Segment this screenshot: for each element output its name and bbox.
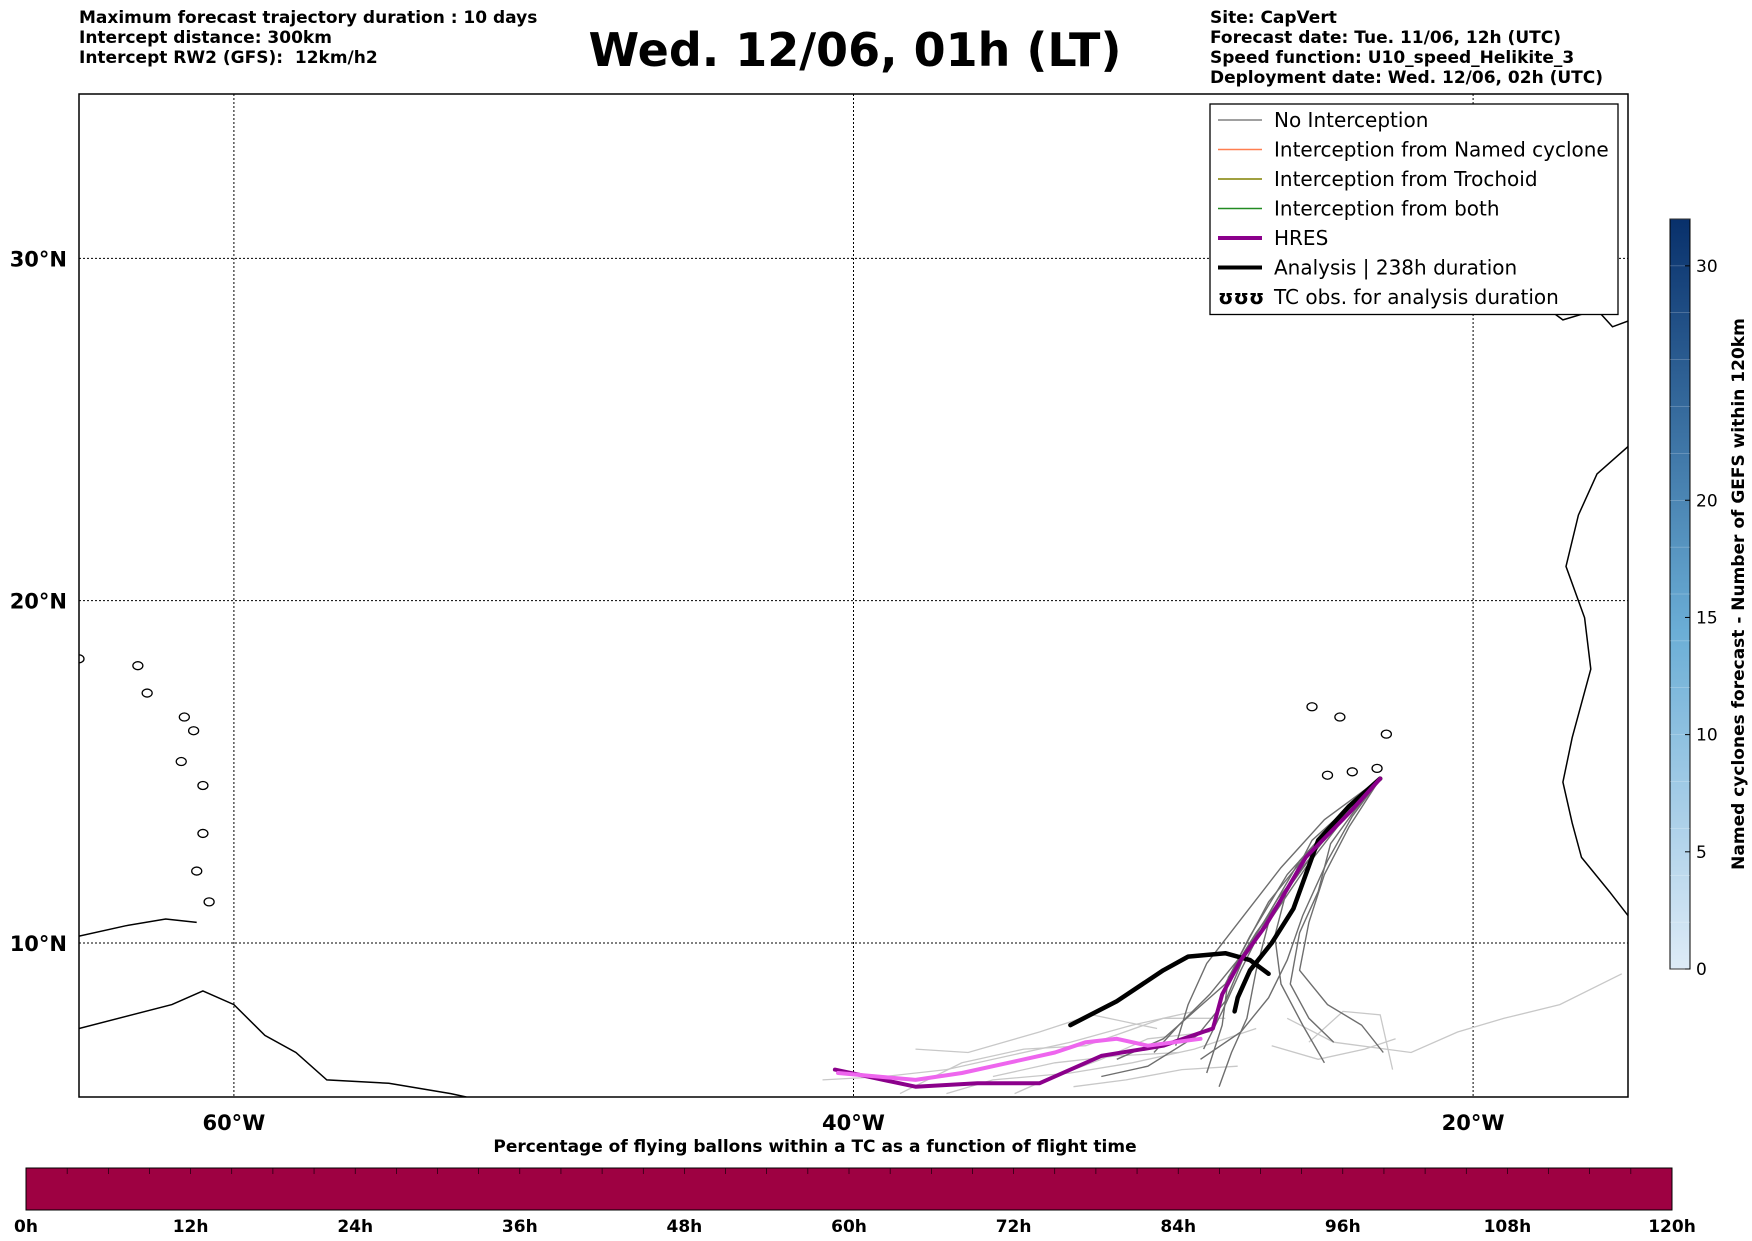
colorbar-tick-label: 0 xyxy=(1696,960,1707,980)
header-right-line: Speed function: U10_speed_Helikite_3 xyxy=(1210,48,1575,68)
lon-tick-label: 20°W xyxy=(1442,1111,1505,1135)
legend-entry-label: HRES xyxy=(1274,226,1328,250)
island-outline xyxy=(141,688,153,698)
ensemble-trajectory-light xyxy=(915,1014,1158,1054)
legend-box xyxy=(1209,103,1619,316)
ensemble-trajectory xyxy=(1289,778,1381,1043)
map-gridlines xyxy=(79,94,1628,1097)
island-outline xyxy=(203,897,215,907)
legend-entry-label: Interception from both xyxy=(1274,197,1500,221)
island-outline xyxy=(1321,770,1334,780)
ensemble-trajectory-light xyxy=(1286,973,1623,1054)
header-left-line: Maximum forecast trajectory duration : 1… xyxy=(79,8,538,28)
legend-entry-label: Interception from Named cyclone xyxy=(1274,138,1609,162)
axis-ticks: 60°W 40°W 20°W 30°N 20°N 10°N xyxy=(10,247,1505,1135)
lat-tick-label: 30°N xyxy=(10,247,67,271)
island-outline xyxy=(1334,712,1346,722)
legend-entry-label: Analysis | 238h duration xyxy=(1274,256,1517,280)
island-outline xyxy=(79,654,85,664)
coastline-americas xyxy=(79,990,467,1097)
colorbar-bottom-tick-label: 96h xyxy=(1325,1217,1361,1237)
coastline-africa xyxy=(1562,446,1628,917)
header-left-line: Intercept RW2 (GFS): 12km/h2 xyxy=(79,48,378,68)
lon-tick-label: 40°W xyxy=(822,1111,885,1135)
map-title: Wed. 12/06, 01h (LT) xyxy=(588,23,1122,77)
colorbar-flight-time: Percentage of flying ballons within a TC… xyxy=(14,1137,1696,1237)
colorbar-bottom-tick-label: 120h xyxy=(1648,1217,1696,1237)
ensemble-trajectory-light xyxy=(992,1051,1179,1078)
header-left-info: Maximum forecast trajectory duration : 1… xyxy=(79,8,537,68)
colorbar-bottom-tick-label: 84h xyxy=(1160,1217,1196,1237)
header-right-line: Deployment date: Wed. 12/06, 02h (UTC) xyxy=(1210,68,1604,88)
ensemble-trajectory xyxy=(1175,778,1381,1046)
colorbar-bottom-tick-label: 0h xyxy=(14,1217,38,1237)
ensemble-trajectory-light xyxy=(1271,1038,1396,1060)
colorbar-right-label: Named cyclones forecast - Number of GEFS… xyxy=(1729,318,1749,870)
ensemble-trajectory xyxy=(1298,778,1384,1053)
coastlines xyxy=(79,298,1628,1097)
hres-trajectory xyxy=(836,1036,1203,1082)
colorbar-tick-label: 30 xyxy=(1696,257,1718,277)
colorbar-bottom-tick-label: 60h xyxy=(831,1217,867,1237)
ensemble-trajectory xyxy=(1206,778,1381,1074)
island-outline xyxy=(1371,763,1383,774)
colorbar-tick-label: 20 xyxy=(1696,491,1718,511)
island-outline xyxy=(197,828,209,839)
ensemble-trajectory-light xyxy=(899,1017,1226,1095)
tc-obs-symbol: ʊʊʊ xyxy=(1218,285,1264,309)
colorbar-bottom-tick-label: 72h xyxy=(996,1217,1032,1237)
coastline-canary xyxy=(1534,298,1628,328)
coastline-caribbean_north xyxy=(79,918,197,937)
ensemble-trajectory-light xyxy=(1073,1065,1238,1088)
colorbar-bottom-label: Percentage of flying ballons within a TC… xyxy=(493,1137,1136,1157)
island-outline xyxy=(197,780,209,791)
trajectories xyxy=(822,776,1623,1095)
header-right-info: Site: CapVert Forecast date: Tue. 11/06, … xyxy=(1210,8,1603,88)
colorbar-named-cyclones: 0 5 10 15 20 30 Named cyclones forecast - Numb… xyxy=(1669,218,1749,980)
colorbar-tick-label: 10 xyxy=(1696,726,1718,746)
island-outline xyxy=(1306,702,1318,712)
colorbar-bottom-tick-label: 12h xyxy=(173,1217,209,1237)
island-outline xyxy=(1380,729,1393,739)
island-outline xyxy=(175,756,187,767)
analysis-trajectory xyxy=(1232,776,1383,1014)
colorbar-bottom-tick-label: 108h xyxy=(1484,1217,1532,1237)
colorbar-tick-label: 5 xyxy=(1696,843,1707,863)
ensemble-trajectory-light xyxy=(1308,1010,1394,1070)
header-right-line: Forecast date: Tue. 11/06, 12h (UTC) xyxy=(1210,28,1561,48)
analysis-trajectory xyxy=(1068,950,1271,1028)
island-outline xyxy=(187,726,200,736)
lat-tick-label: 10°N xyxy=(10,932,67,956)
colorbar-bottom-tick-label: 36h xyxy=(502,1217,538,1237)
legend-entry-label: TC obs. for analysis duration xyxy=(1273,285,1559,309)
colorbar-tick-label: 15 xyxy=(1696,608,1718,628)
legend-entry-label: Interception from Trochoid xyxy=(1274,167,1538,191)
lon-tick-label: 60°W xyxy=(202,1111,265,1135)
colorbar-bottom-tick-label: 48h xyxy=(667,1217,703,1237)
legend: No Interception Interception from Named c… xyxy=(1209,103,1619,316)
legend-entry-label: No Interception xyxy=(1274,108,1428,132)
island-outline xyxy=(132,661,144,671)
island-outline xyxy=(178,712,190,722)
island-outline xyxy=(1346,767,1358,777)
hres-trajectory xyxy=(832,776,1383,1089)
island-outline xyxy=(191,866,203,876)
colorbar-bottom-tick-label: 24h xyxy=(337,1217,373,1237)
ensemble-trajectory xyxy=(1200,778,1381,1060)
colorbar-bar xyxy=(25,1167,1673,1211)
header-left-line: Intercept distance: 300km xyxy=(79,28,332,48)
map-frame xyxy=(78,93,1629,1098)
header-right-line: Site: CapVert xyxy=(1210,8,1337,28)
lat-tick-label: 20°N xyxy=(10,590,67,614)
